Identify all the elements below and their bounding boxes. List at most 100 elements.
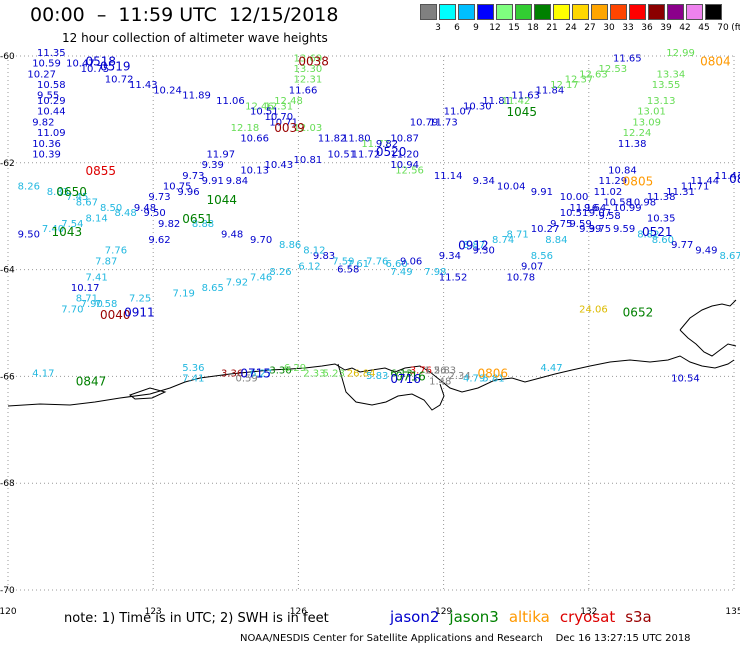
swh-value: 10.98 bbox=[628, 198, 657, 209]
swh-value: 11.65 bbox=[613, 53, 642, 64]
swh-value: 8.88 bbox=[192, 219, 214, 230]
swh-value: 9.34 bbox=[473, 176, 495, 187]
swh-value: 8.12 bbox=[303, 246, 325, 257]
swh-value: 2.34 bbox=[448, 371, 470, 382]
swh-value: 9.48 bbox=[221, 230, 243, 241]
swh-value: 11.16 bbox=[569, 203, 598, 214]
time-tag: 0804 bbox=[700, 54, 731, 68]
swh-value: 10.27 bbox=[531, 224, 560, 235]
swh-value: 10.44 bbox=[37, 107, 66, 118]
time-tag: 0716 bbox=[395, 369, 426, 383]
swh-value: 7.70 bbox=[61, 304, 83, 315]
swh-value: 7.40 bbox=[42, 224, 64, 235]
lon-tick-label: 129 bbox=[435, 607, 452, 617]
antarctic-coastline bbox=[7, 355, 735, 407]
swh-value: 10.17 bbox=[71, 283, 100, 294]
swh-value: 8.50 bbox=[100, 203, 122, 214]
scale-swatch bbox=[572, 4, 589, 20]
swh-value: 10.30 bbox=[463, 101, 492, 112]
satellite-legend-item: altika bbox=[508, 608, 550, 626]
swh-value: 9.34 bbox=[439, 251, 461, 262]
lat-tick-label: -66 bbox=[0, 372, 15, 382]
swh-value: 4.17 bbox=[32, 368, 54, 379]
lon-tick-label: 123 bbox=[145, 607, 162, 617]
swh-value: 10.75 bbox=[163, 182, 192, 193]
swh-value: 1.26 bbox=[424, 366, 446, 377]
swh-value: 9.73 bbox=[148, 192, 170, 203]
swh-value: 9.77 bbox=[671, 240, 693, 251]
swh-value: 10.79 bbox=[410, 117, 439, 128]
swh-value: 9.83 bbox=[313, 251, 335, 262]
swh-value: 10.13 bbox=[240, 165, 269, 176]
scale-label: 39 bbox=[660, 23, 672, 33]
swh-value: 10.00 bbox=[560, 192, 589, 203]
swh-value: 10.29 bbox=[37, 96, 66, 107]
swh-value: 7.92 bbox=[226, 278, 248, 289]
scale-label: 30 bbox=[603, 23, 615, 33]
swh-value: 13.13 bbox=[647, 96, 676, 107]
swh-value: 3.76 bbox=[410, 366, 432, 377]
time-tag: 0716 bbox=[390, 372, 421, 386]
swh-value: 11.72 bbox=[352, 149, 381, 160]
swh-value: 10.04 bbox=[497, 182, 526, 193]
ice-shelf-outline bbox=[679, 299, 737, 357]
swh-value: 7.46 bbox=[250, 272, 272, 283]
swh-value: 5.81 bbox=[482, 374, 504, 385]
swh-value: 10.78 bbox=[507, 272, 536, 283]
swh-value: 10.39 bbox=[32, 149, 61, 160]
map-title: 00:00 – 11:59 UTC 12/15/2018 bbox=[30, 4, 339, 26]
swh-value: 8.86 bbox=[279, 240, 301, 251]
swh-value: 9.96 bbox=[177, 187, 199, 198]
scale-swatch bbox=[610, 4, 627, 20]
time-tag: 0806 bbox=[729, 172, 740, 186]
scale-swatch bbox=[534, 4, 551, 20]
scale-swatch bbox=[591, 4, 608, 20]
scale-label: 18 bbox=[527, 23, 539, 33]
swh-value: 9.50 bbox=[144, 208, 166, 219]
scale-swatch bbox=[439, 4, 456, 20]
swh-value: 12.37 bbox=[565, 75, 594, 86]
swh-value: 6.13 bbox=[390, 368, 412, 379]
swh-value: 7.19 bbox=[173, 288, 195, 299]
swh-value: 11.42 bbox=[502, 96, 531, 107]
scale-swatch bbox=[686, 4, 703, 20]
swh-value: 8.26 bbox=[269, 267, 291, 278]
lat-tick-label: -68 bbox=[0, 479, 15, 489]
swh-value: 9.50 bbox=[18, 230, 40, 241]
satellite-legend-item: jason2 bbox=[390, 608, 440, 626]
swh-value: 8.67 bbox=[719, 251, 740, 262]
swh-value: 10.58 bbox=[603, 198, 632, 209]
scale-swatch bbox=[515, 4, 532, 20]
swh-value: 12.53 bbox=[598, 64, 627, 75]
swh-value: 8.87 bbox=[463, 240, 485, 251]
lat-tick-label: -60 bbox=[0, 52, 15, 62]
swh-value: 9.84 bbox=[226, 176, 248, 187]
swh-value: 11.44 bbox=[690, 176, 719, 187]
swh-value: 5.23 bbox=[323, 368, 345, 379]
swh-value: 9.58 bbox=[598, 211, 620, 222]
scale-label: 15 bbox=[508, 23, 520, 33]
scale-label: 12 bbox=[489, 23, 501, 33]
swh-value: 9.55 bbox=[37, 91, 59, 102]
swh-value: 7.49 bbox=[390, 267, 412, 278]
swh-value: 11.31 bbox=[666, 187, 695, 198]
swh-value: 8.74 bbox=[492, 235, 514, 246]
scale-label: 42 bbox=[679, 23, 691, 33]
swh-value: 9.49 bbox=[695, 246, 717, 257]
scale-label: 27 bbox=[584, 23, 596, 33]
lon-tick-label: 126 bbox=[290, 607, 307, 617]
swh-value: 10.99 bbox=[613, 203, 642, 214]
swh-value: 7.54 bbox=[61, 219, 83, 230]
swh-value: 11.66 bbox=[289, 85, 318, 96]
swh-value: 10.70 bbox=[265, 112, 294, 123]
swh-value: 11.52 bbox=[439, 272, 468, 283]
swh-value: 11.35 bbox=[37, 48, 66, 59]
swh-value: 8.65 bbox=[202, 283, 224, 294]
time-tag: 0912 bbox=[458, 239, 489, 253]
swh-value: 10.84 bbox=[608, 165, 637, 176]
time-tag: 0519 bbox=[100, 60, 131, 74]
swh-value: 8.84 bbox=[545, 235, 567, 246]
scale-swatch bbox=[496, 4, 513, 20]
